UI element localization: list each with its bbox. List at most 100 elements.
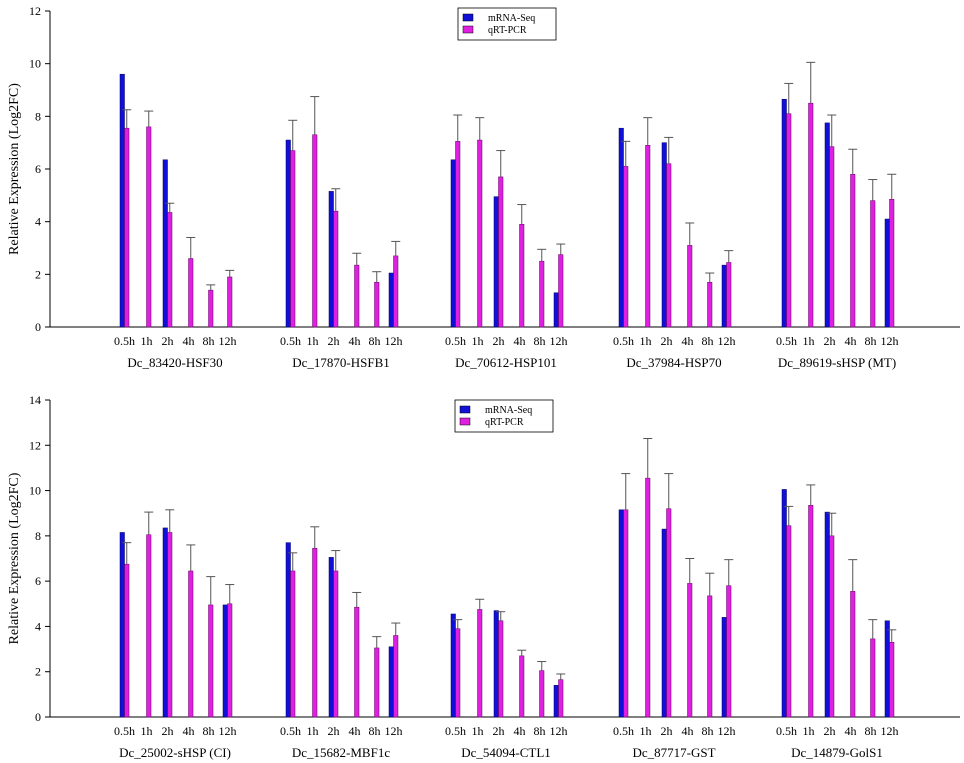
time-point-label: 8h xyxy=(534,724,546,738)
gene-group-label: Dc_83420-HSF30 xyxy=(127,355,222,370)
qrt-pcr-bar xyxy=(519,655,525,718)
legend-swatch-mrna-seq xyxy=(462,13,474,22)
mrna-seq-bar xyxy=(450,613,456,718)
time-point-label: 0.5h xyxy=(114,724,135,738)
y-tick-label: 2 xyxy=(35,665,41,679)
qrt-pcr-bar xyxy=(188,570,194,718)
legend-box xyxy=(454,399,554,433)
legend-label: mRNA-Seq xyxy=(485,405,532,416)
gene-group: 0.5h 1h 2h 4h 8h 12h Dc_54094-CTL1 xyxy=(445,598,568,760)
qrt-pcr-bar xyxy=(539,260,545,328)
time-point-label: 1h xyxy=(141,334,153,348)
mrna-seq-bar xyxy=(824,511,830,718)
mrna-seq-bar xyxy=(328,191,334,328)
qrt-pcr-bar xyxy=(477,139,483,328)
y-tick-label: 6 xyxy=(35,574,41,588)
time-point-label: 0.5h xyxy=(280,334,301,348)
y-tick-label: 10 xyxy=(29,57,41,71)
legend-label: qRT-PCR xyxy=(485,417,524,428)
mrna-seq-bar xyxy=(781,98,787,328)
time-point-label: 0.5h xyxy=(114,334,135,348)
time-point-label: 8h xyxy=(369,724,381,738)
y-tick-label: 8 xyxy=(35,529,41,543)
gene-group-label: Dc_87717-GST xyxy=(632,745,715,760)
qrt-pcr-bar xyxy=(808,102,814,328)
qrt-pcr-bar xyxy=(726,262,732,328)
mrna-seq-bar xyxy=(119,73,125,328)
time-point-label: 8h xyxy=(534,334,546,348)
time-point-label: 0.5h xyxy=(613,724,634,738)
qrt-pcr-bar xyxy=(519,224,525,328)
time-point-label: 4h xyxy=(349,724,361,738)
time-point-label: 0.5h xyxy=(776,724,797,738)
qrt-pcr-bar xyxy=(687,583,693,718)
mrna-seq-bar xyxy=(618,127,624,328)
y-tick-label: 4 xyxy=(35,215,41,229)
gene-group-label: Dc_89619-sHSP (MT) xyxy=(778,355,896,370)
qrt-pcr-bar xyxy=(850,174,856,328)
time-point-label: 1h xyxy=(640,334,652,348)
legend-box xyxy=(457,7,557,41)
mrna-seq-bar xyxy=(781,489,787,718)
mrna-seq-bar xyxy=(493,196,499,328)
qrt-pcr-bar xyxy=(167,212,173,328)
qrt-pcr-bar xyxy=(312,134,318,328)
time-point-label: 1h xyxy=(307,724,319,738)
qrt-pcr-bar xyxy=(290,570,296,718)
qrt-pcr-bar xyxy=(850,591,856,718)
mrna-seq-bar xyxy=(222,604,228,718)
qrt-pcr-bar xyxy=(870,638,876,718)
time-point-label: 2h xyxy=(661,724,673,738)
y-axis-title: Relative Expression (Log2FC) xyxy=(7,83,22,255)
time-point-label: 4h xyxy=(183,334,195,348)
time-point-label: 2h xyxy=(824,334,836,348)
mrna-seq-bar xyxy=(388,646,394,718)
legend-swatch-qrt-pcr xyxy=(459,417,471,426)
gene-group: 0.5h 1h 2h 4h 8h 12h Dc_17870-HSFB1 xyxy=(280,96,403,370)
qrt-pcr-bar xyxy=(354,606,360,718)
time-point-label: 12h xyxy=(385,724,403,738)
qrt-pcr-bar xyxy=(455,141,461,328)
qrt-pcr-bar xyxy=(889,642,895,718)
qrt-pcr-bar xyxy=(707,281,713,328)
time-point-label: 0.5h xyxy=(613,334,634,348)
time-point-label: 12h xyxy=(550,724,568,738)
bottom-chart-panel: 0 2 4 6 8 10 12 14 Relative Expression (Log2FC) 0… xyxy=(7,393,960,760)
mrna-seq-bar xyxy=(162,527,168,718)
time-point-label: 2h xyxy=(162,724,174,738)
time-point-label: 1h xyxy=(141,724,153,738)
time-point-label: 4h xyxy=(682,334,694,348)
mrna-seq-bar xyxy=(388,272,394,328)
qrt-pcr-bar xyxy=(374,647,380,718)
qrt-pcr-bar xyxy=(124,127,130,328)
mrna-seq-bar xyxy=(553,685,559,718)
time-point-label: 4h xyxy=(682,724,694,738)
qrt-pcr-bar xyxy=(707,595,713,718)
mrna-seq-bar xyxy=(661,528,667,718)
qrt-pcr-bar xyxy=(687,245,693,328)
qrt-pcr-bar xyxy=(393,635,399,718)
time-point-label: 12h xyxy=(219,334,237,348)
qrt-pcr-bar xyxy=(829,535,835,718)
y-tick-label: 2 xyxy=(35,267,41,281)
mrna-seq-bar xyxy=(119,532,125,718)
qrt-pcr-bar xyxy=(808,505,814,718)
time-point-label: 8h xyxy=(865,334,877,348)
y-tick-label: 12 xyxy=(29,438,41,452)
mrna-seq-bar xyxy=(285,139,291,328)
qrt-pcr-bar xyxy=(786,525,792,718)
time-point-label: 1h xyxy=(307,334,319,348)
qrt-pcr-bar xyxy=(290,150,296,328)
qrt-pcr-bar xyxy=(227,603,233,718)
y-tick-label: 14 xyxy=(29,393,41,407)
legend-swatch-mrna-seq xyxy=(459,405,471,414)
time-point-label: 4h xyxy=(845,724,857,738)
legend-swatch-qrt-pcr xyxy=(462,25,474,34)
qrt-pcr-bar xyxy=(889,199,895,328)
gene-group: 0.5h 1h 2h 4h 8h 12h Dc_15682-MBF1c xyxy=(280,526,403,760)
y-tick-label: 4 xyxy=(35,619,41,633)
time-point-label: 0.5h xyxy=(445,334,466,348)
qrt-pcr-bar xyxy=(498,176,504,328)
